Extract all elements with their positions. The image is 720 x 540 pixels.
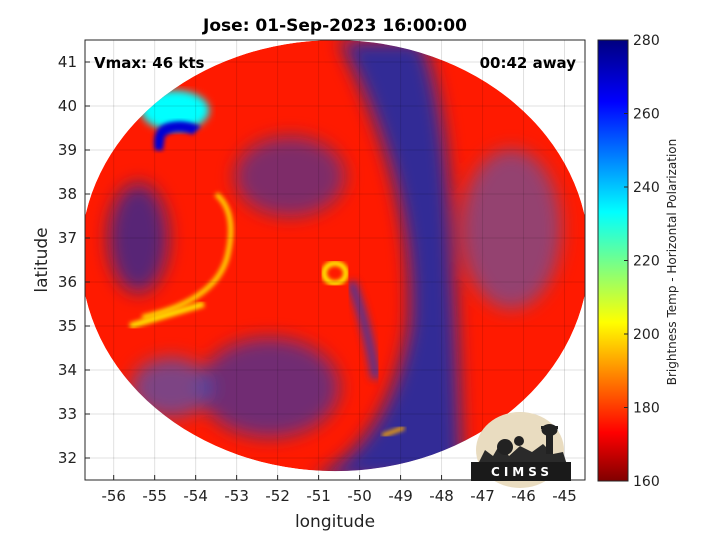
feature-southern-band xyxy=(129,301,205,329)
colorbar-tick-label: 200 xyxy=(633,327,660,343)
swath-image xyxy=(85,40,585,472)
cimss-logo: CIMSS xyxy=(471,412,571,488)
x-axis-label: longitude xyxy=(295,512,375,532)
y-tick-label: 33 xyxy=(58,405,77,423)
y-tick-label: 34 xyxy=(58,361,77,379)
y-tick-label: 38 xyxy=(58,185,77,203)
x-tick-label: -56 xyxy=(101,487,126,505)
x-tick-label: -54 xyxy=(183,487,208,505)
spiral-arm xyxy=(346,280,381,380)
colorbar-label: Brightness Temp - Horizontal Polarizatio… xyxy=(665,139,679,386)
y-tick-label: 35 xyxy=(58,317,77,335)
y-tick-label: 32 xyxy=(58,449,77,467)
feature-small-band-south-east xyxy=(381,425,406,438)
feature-warmest-core xyxy=(154,121,201,151)
x-tick-label: -45 xyxy=(552,487,577,505)
feature-eye-wall-ring xyxy=(321,260,349,286)
y-tick-label: 36 xyxy=(58,273,77,291)
plot-border xyxy=(84,39,586,481)
colorbar-tick-label: 160 xyxy=(633,474,660,490)
vmax-annotation: Vmax: 46 kts xyxy=(94,54,204,72)
chart-title: Jose: 01-Sep-2023 16:00:00 xyxy=(202,16,467,36)
y-tick-label: 39 xyxy=(58,141,77,159)
colorbar-tick-label: 280 xyxy=(633,33,660,49)
time-away-annotation: 00:42 away xyxy=(480,54,577,72)
cloud-texture xyxy=(108,40,562,472)
y-axis-label: latitude xyxy=(32,227,52,292)
colorbar-ticks: 160 180 200 220 240 260 280 xyxy=(624,33,660,490)
cimss-logo-text: CIMSS xyxy=(491,465,553,479)
x-tick-label: -46 xyxy=(511,487,536,505)
y-axis: 32 33 34 35 36 37 38 39 40 41 xyxy=(58,53,90,467)
x-tick-label: -48 xyxy=(429,487,454,505)
feature-western-curved-rain-band xyxy=(141,192,234,320)
x-tick-label: -47 xyxy=(470,487,495,505)
x-tick-label: -50 xyxy=(347,487,372,505)
x-tick-label: -55 xyxy=(142,487,167,505)
x-tick-label: -49 xyxy=(388,487,413,505)
grid xyxy=(85,40,585,480)
colorbar-tick-label: 180 xyxy=(633,401,660,417)
y-tick-label: 37 xyxy=(58,229,77,247)
colorbar-tick-label: 240 xyxy=(633,180,660,196)
colorbar-tick-label: 260 xyxy=(633,107,660,123)
x-axis: -56 -55 -54 -53 -52 -51 -50 -49 -48 -47 -46 -45 xyxy=(101,475,577,505)
x-tick-label: -51 xyxy=(306,487,331,505)
swath-disk xyxy=(85,40,585,472)
colorbar xyxy=(597,39,629,482)
y-tick-label: 40 xyxy=(58,97,77,115)
swath-background xyxy=(85,40,585,472)
y-tick-label: 41 xyxy=(58,53,77,71)
x-tick-label: -53 xyxy=(224,487,249,505)
colorbar-tick-label: 220 xyxy=(633,254,660,270)
x-tick-label: -52 xyxy=(265,487,290,505)
